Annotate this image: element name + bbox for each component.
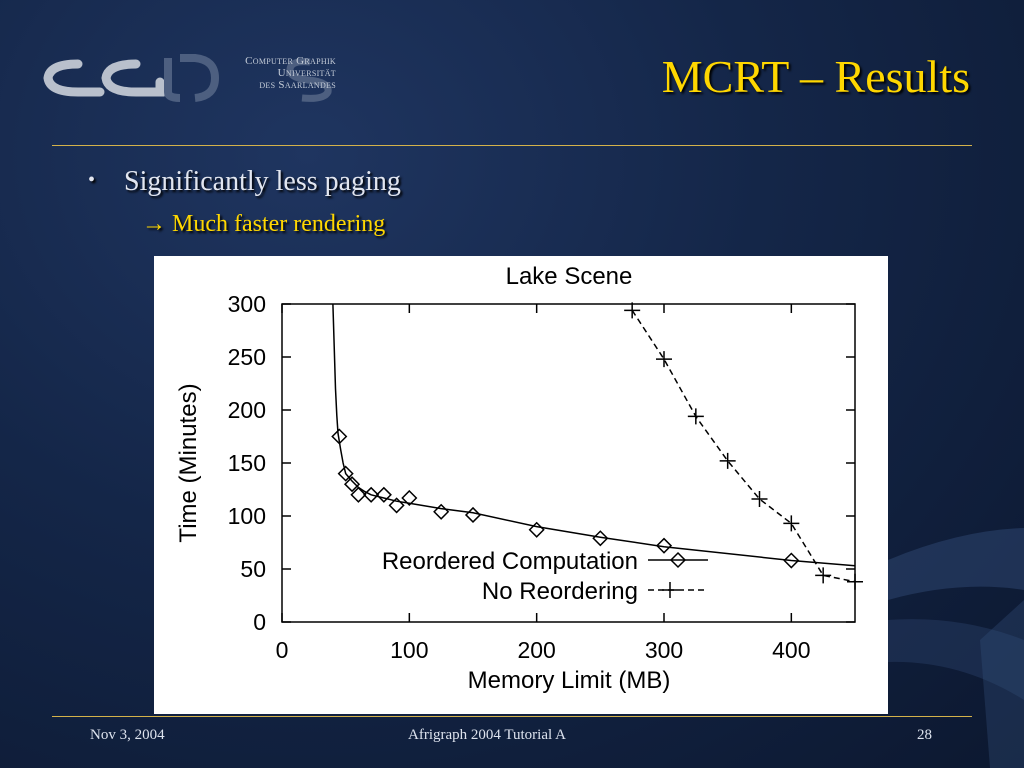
legend-label-reordered-computation: Reordered Computation xyxy=(382,548,638,575)
series-line-reordered-computation xyxy=(332,303,856,567)
plus-marker xyxy=(783,515,800,532)
diamond-marker xyxy=(375,486,392,503)
logo-line-3: des Saarlandes xyxy=(259,79,336,91)
diamond-marker xyxy=(433,503,450,520)
y-tick-label: 250 xyxy=(228,344,266,370)
bottom-divider xyxy=(52,716,972,717)
diamond-marker xyxy=(331,428,348,445)
diamond-marker xyxy=(337,465,354,482)
diamond-marker xyxy=(388,497,405,514)
plus-marker xyxy=(662,582,678,598)
diamond-marker xyxy=(401,489,418,507)
diamond-marker xyxy=(350,486,367,503)
y-tick-label: 150 xyxy=(228,450,266,476)
x-tick-label: 100 xyxy=(390,637,428,663)
plus-marker xyxy=(751,491,768,508)
footer-page-number: 28 xyxy=(917,727,932,743)
diamond-marker xyxy=(669,551,687,569)
diamond-marker xyxy=(783,552,800,569)
x-tick-label: 400 xyxy=(772,637,810,663)
logo-line-1: Computer Graphik xyxy=(245,55,336,67)
x-tick-label: 0 xyxy=(276,637,289,663)
lake-scene-chart: 0 50 100 150 200 250 300 0 100 200 300 400 Reordere… xyxy=(154,256,888,714)
y-tick-label: 100 xyxy=(228,503,266,529)
slide-title: MCRT – Results xyxy=(661,51,970,102)
footer-date: Nov 3, 2004 xyxy=(90,727,165,743)
diamond-marker xyxy=(343,476,361,493)
legend-label-no-reordering: No Reordering xyxy=(482,578,638,605)
plus-marker xyxy=(847,573,863,590)
logo-institution-text: Computer Graphik Universität des Saarlan… xyxy=(188,55,336,91)
x-tick-label: 200 xyxy=(517,637,555,663)
cg-logo xyxy=(43,54,332,102)
plus-marker xyxy=(719,452,736,469)
footer-event: Afrigraph 2004 Tutorial A xyxy=(408,727,566,743)
plus-marker xyxy=(687,408,704,425)
logo-line-2: Universität xyxy=(277,67,336,79)
chart-svg: 0 50 100 150 200 250 300 0 100 200 300 400 Reordere… xyxy=(175,263,863,694)
y-tick-label: 50 xyxy=(240,556,266,582)
sub-bullet-item: → Much faster rendering xyxy=(142,211,385,238)
diamond-marker xyxy=(464,506,482,524)
chart-title: Lake Scene xyxy=(506,263,633,290)
diamond-marker xyxy=(655,537,673,554)
top-divider xyxy=(52,145,972,146)
x-tick-label: 300 xyxy=(645,637,683,663)
diamond-marker xyxy=(528,521,545,538)
diamond-marker xyxy=(592,530,609,547)
y-tick-label: 300 xyxy=(228,291,266,317)
bullet-text: Significantly less paging xyxy=(124,166,401,197)
bullet-item: • Significantly less paging xyxy=(88,166,401,198)
right-arrow-icon: → xyxy=(142,211,166,237)
bullet-dot-icon: • xyxy=(88,169,96,191)
plus-marker xyxy=(656,351,672,368)
plus-marker xyxy=(624,302,641,319)
sub-bullet-text: Much faster rendering xyxy=(172,211,386,237)
diamond-marker xyxy=(363,486,380,503)
plus-marker xyxy=(815,567,832,584)
series-line-no-reordering xyxy=(631,309,856,583)
y-axis-label: Time (Minutes) xyxy=(175,383,202,542)
y-tick-label: 200 xyxy=(228,397,266,423)
y-tick-label: 0 xyxy=(253,609,266,635)
x-axis-label: Memory Limit (MB) xyxy=(468,667,671,694)
